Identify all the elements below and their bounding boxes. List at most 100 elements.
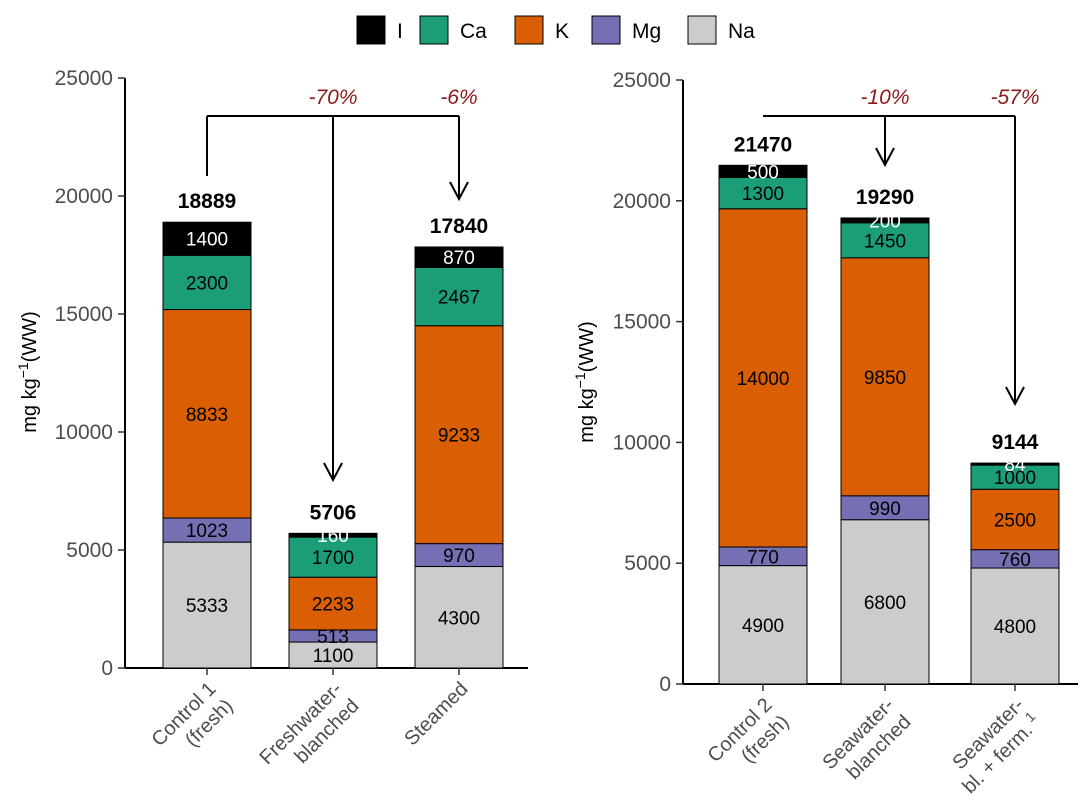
- bar-segment-k: [970, 488, 1060, 551]
- bar-segment-k: [162, 309, 252, 519]
- bar-segment-i: [840, 217, 930, 224]
- annotation-percent-label: -6%: [440, 86, 477, 109]
- bar-segment-ca: [162, 254, 252, 311]
- segment-label-k: 14000: [737, 369, 790, 390]
- segment-label-i: 160: [317, 526, 349, 547]
- segment-label-ca: 2300: [186, 273, 228, 294]
- legend: I Ca K Mg Na: [356, 15, 755, 45]
- x-category-label: Seawater-blanched: [819, 694, 916, 784]
- y-tick-label: 20000: [55, 185, 113, 208]
- segment-label-na: 4800: [994, 617, 1036, 638]
- bar-segment-ca: [288, 536, 378, 578]
- bar-segment-k: [840, 257, 930, 497]
- y-axis-label-main: mg kg: [19, 378, 41, 432]
- bar-segment-k: [288, 576, 378, 631]
- segment-label-k: 9233: [438, 426, 480, 447]
- bar-total-label: 9144: [992, 431, 1039, 454]
- segment-label-i: 1400: [186, 230, 228, 251]
- legend-swatch-na: [687, 15, 717, 45]
- segment-label-na: 4900: [742, 616, 784, 637]
- y-tick-label: 0: [101, 657, 113, 680]
- segment-label-ca: 1000: [994, 468, 1036, 489]
- y-tick-label: 5000: [624, 552, 671, 575]
- y-axis-label-main: mg kg: [576, 388, 598, 442]
- y-axis-label-tail: (WW): [19, 311, 41, 362]
- bar-segment-i: [970, 462, 1060, 466]
- segment-label-mg: 760: [999, 550, 1031, 571]
- legend-label-ca: Ca: [460, 20, 487, 43]
- bar-total-label: 5706: [310, 501, 357, 524]
- segment-label-ca: 1450: [864, 231, 906, 252]
- legend-item-k: K: [514, 15, 569, 45]
- annotation-arrow-head: [323, 462, 343, 483]
- left-chart-panel: 0 5000 10000 15000 20000 25000 mg kg−1(WW) 5333…: [15, 67, 528, 769]
- y-tick-label: 10000: [55, 421, 113, 444]
- legend-item-mg: Mg: [591, 15, 661, 45]
- x-category-label: Control 1(fresh): [148, 678, 238, 751]
- y-tick-label: 5000: [66, 539, 113, 562]
- annotation-arrow-head: [1005, 386, 1025, 407]
- annotation-arrow-head: [875, 147, 895, 168]
- bar-segment-k: [718, 208, 808, 548]
- segment-label-i: 200: [869, 211, 901, 232]
- annotation-percent-label: -70%: [308, 86, 357, 109]
- x-category-label: Seawater-bl. + ferm. 1: [949, 694, 1046, 798]
- bar-segment-i: [718, 164, 808, 178]
- bar-total-label: 19290: [856, 186, 914, 209]
- legend-label-k: K: [555, 20, 569, 43]
- x-category-label: Control 2(fresh): [704, 694, 794, 767]
- segment-label-na: 6800: [864, 593, 906, 614]
- bar-segment-ca: [718, 176, 808, 210]
- x-category-label: Steamed: [400, 678, 472, 750]
- annotation-percent-label: -57%: [990, 86, 1039, 109]
- segment-label-mg: 770: [747, 547, 779, 568]
- x-category-line1: Steamed: [400, 678, 472, 750]
- y-axis-label-tail: (WW): [576, 321, 598, 372]
- segment-label-na: 5333: [186, 596, 228, 617]
- legend-swatch-ca: [419, 15, 449, 45]
- bar-segment-k: [414, 325, 504, 545]
- segment-label-mg: 1023: [186, 521, 228, 542]
- segment-label-i: 870: [443, 248, 475, 269]
- legend-item-na: Na: [687, 15, 755, 45]
- y-tick-label: 10000: [613, 431, 671, 454]
- bar-segment-mg: [162, 517, 252, 543]
- y-tick-label: 15000: [55, 303, 113, 326]
- legend-swatch-mg: [591, 15, 621, 45]
- y-tick-label: 0: [659, 673, 671, 696]
- segment-label-k: 9850: [864, 368, 906, 389]
- bar-segment-na: [414, 566, 504, 669]
- annotation-percent-label: -10%: [860, 86, 909, 109]
- bar-segment-na: [840, 519, 930, 685]
- y-tick-label: 25000: [55, 67, 113, 90]
- legend-label-i: I: [397, 20, 403, 43]
- y-tick-label: 15000: [613, 311, 671, 334]
- legend-swatch-i: [356, 15, 386, 45]
- segment-label-na: 4300: [438, 608, 480, 629]
- legend-label-na: Na: [728, 20, 755, 43]
- bar-total-label: 18889: [178, 190, 236, 213]
- segment-label-k: 8833: [186, 405, 228, 426]
- y-tick-label: 20000: [613, 190, 671, 213]
- segment-label-i: 84: [1004, 455, 1026, 476]
- segment-label-mg: 513: [317, 627, 349, 648]
- x-category-label: Freshwater-blanched: [256, 678, 364, 769]
- segment-label-mg: 970: [443, 546, 475, 567]
- legend-item-ca: Ca: [419, 15, 487, 45]
- legend-swatch-k: [514, 15, 544, 45]
- legend-item-i: I: [356, 15, 403, 45]
- bar-segment-na: [970, 567, 1060, 685]
- bar-segment-i: [414, 246, 504, 269]
- segment-label-mg: 990: [869, 499, 901, 520]
- segment-label-k: 2233: [312, 595, 354, 616]
- bar-total-label: 17840: [430, 215, 488, 238]
- legend-label-mg: Mg: [632, 20, 661, 43]
- y-axis-label: mg kg−1(WW): [15, 311, 41, 433]
- segment-label-ca: 1700: [312, 548, 354, 569]
- segment-label-i: 500: [747, 162, 779, 183]
- annotation-arrow-head: [449, 181, 469, 202]
- bar-segment-i: [162, 221, 252, 256]
- bar-segment-i: [288, 532, 378, 538]
- y-axis-label: mg kg−1(WW): [572, 321, 598, 443]
